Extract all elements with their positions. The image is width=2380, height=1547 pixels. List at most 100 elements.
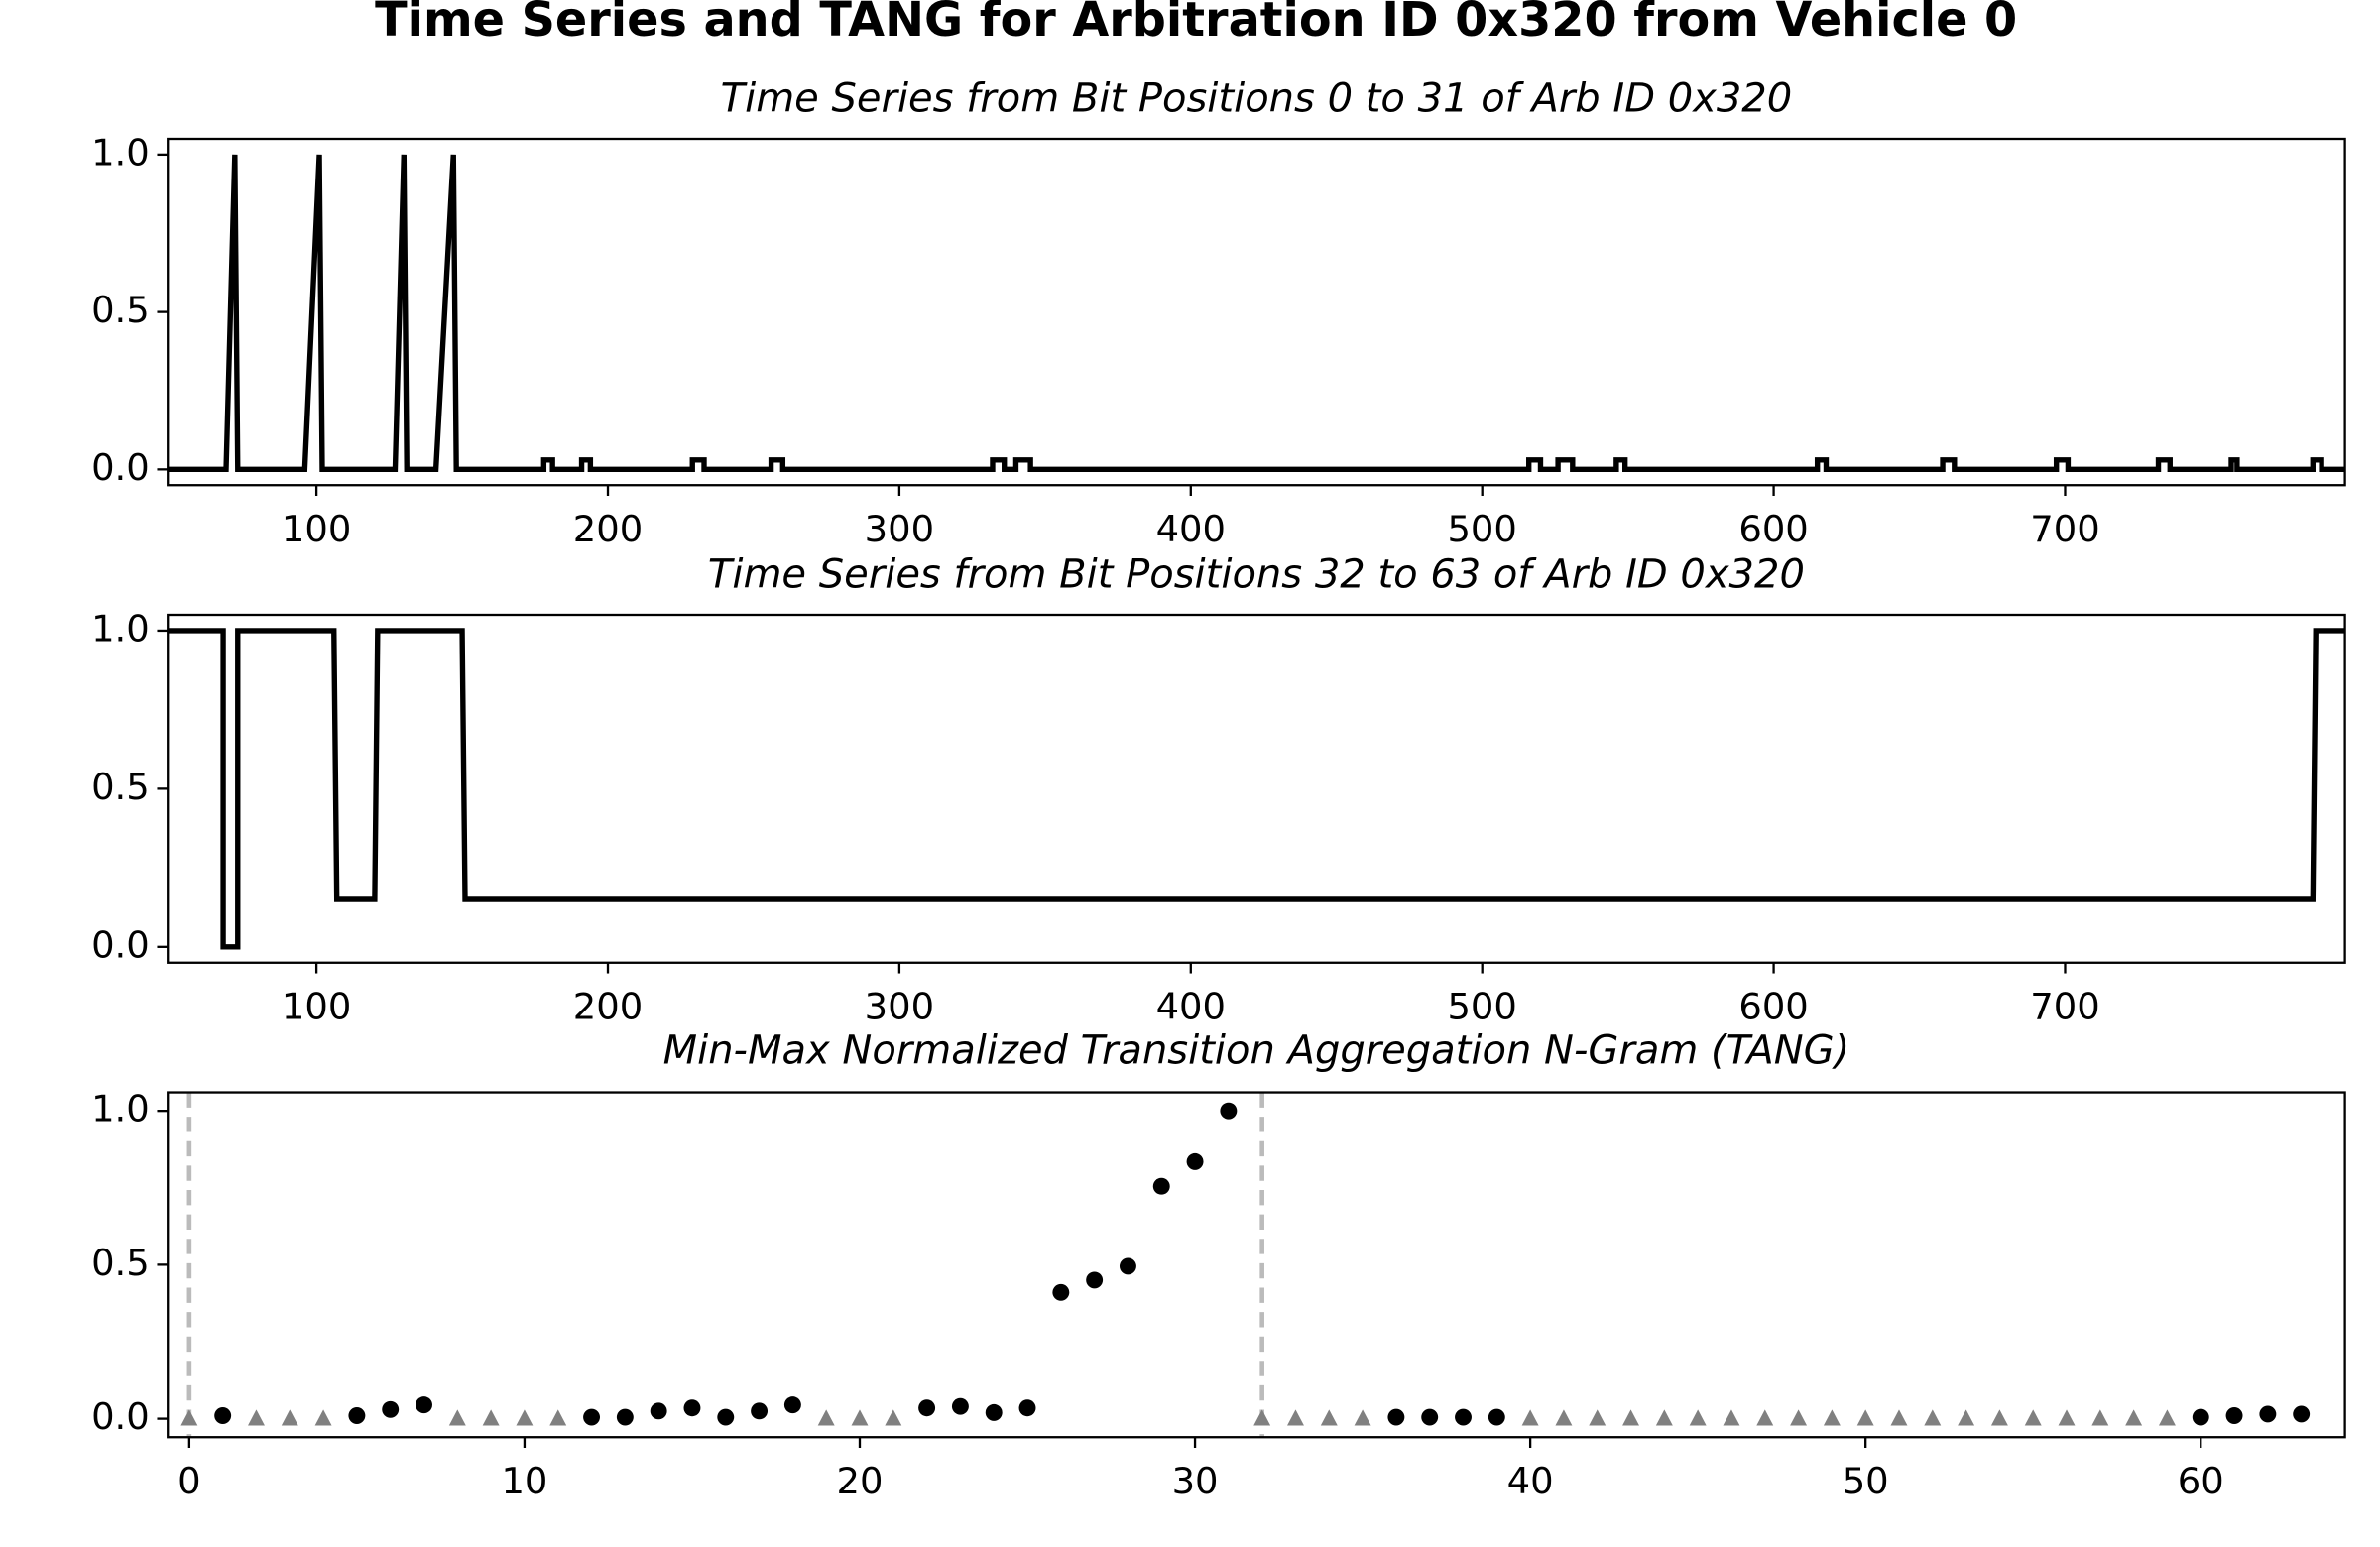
point-marker bbox=[751, 1402, 769, 1420]
x-tick-label: 50 bbox=[1843, 1460, 1889, 1502]
point-marker bbox=[482, 1409, 500, 1426]
point-marker bbox=[1354, 1409, 1371, 1426]
y-tick-label: 1.0 bbox=[91, 1088, 150, 1130]
point-marker bbox=[1890, 1409, 1908, 1426]
point-marker bbox=[180, 1409, 198, 1426]
axes-frame bbox=[167, 137, 2346, 487]
point-marker bbox=[650, 1402, 667, 1420]
x-tick-label: 500 bbox=[1447, 985, 1516, 1027]
x-tick-label: 100 bbox=[282, 985, 351, 1027]
point-marker bbox=[2024, 1409, 2042, 1426]
x-tick-label: 700 bbox=[2030, 985, 2099, 1027]
point-marker bbox=[1086, 1271, 1104, 1289]
point-marker bbox=[616, 1408, 634, 1426]
point-marker bbox=[783, 1396, 801, 1414]
point-marker bbox=[1723, 1409, 1740, 1426]
x-tick-label: 400 bbox=[1156, 508, 1226, 550]
point-marker bbox=[1186, 1152, 1204, 1170]
x-tick-label: 400 bbox=[1156, 985, 1226, 1027]
point-marker bbox=[2158, 1409, 2176, 1426]
point-marker bbox=[1320, 1409, 1338, 1426]
point-marker bbox=[885, 1409, 902, 1426]
y-tick-label: 0.5 bbox=[91, 289, 150, 331]
point-marker bbox=[1455, 1408, 1472, 1426]
point-marker bbox=[448, 1409, 466, 1426]
point-marker bbox=[382, 1400, 400, 1418]
point-marker bbox=[951, 1397, 969, 1415]
point-marker bbox=[918, 1399, 936, 1417]
x-tick-label: 200 bbox=[573, 508, 643, 550]
point-marker bbox=[314, 1409, 332, 1426]
point-marker bbox=[416, 1396, 432, 1414]
point-marker bbox=[1152, 1177, 1170, 1195]
x-tick-label: 40 bbox=[1507, 1460, 1554, 1502]
point-marker bbox=[1521, 1409, 1539, 1426]
point-marker bbox=[717, 1408, 735, 1426]
point-marker bbox=[2058, 1409, 2076, 1426]
subplot-title: Time Series from Bit Positions 0 to 31 o… bbox=[721, 76, 1793, 122]
y-tick-label: 0.5 bbox=[91, 1242, 150, 1284]
point-marker bbox=[1756, 1409, 1774, 1426]
point-marker bbox=[1421, 1408, 1439, 1426]
axes-frame bbox=[167, 613, 2346, 964]
x-tick-label: 0 bbox=[178, 1460, 200, 1502]
point-marker bbox=[985, 1403, 1003, 1421]
point-marker bbox=[1488, 1408, 1505, 1426]
point-marker bbox=[1555, 1409, 1573, 1426]
point-marker bbox=[1287, 1409, 1304, 1426]
x-tick-label: 700 bbox=[2030, 508, 2099, 550]
point-marker bbox=[1655, 1409, 1673, 1426]
x-tick-label: 20 bbox=[837, 1460, 884, 1502]
point-marker bbox=[1589, 1409, 1606, 1426]
point-marker bbox=[1689, 1409, 1707, 1426]
y-tick-label: 0.0 bbox=[91, 923, 150, 966]
point-marker bbox=[1990, 1409, 2008, 1426]
figure-title: Time Series and TANG for Arbitration ID … bbox=[375, 0, 2017, 48]
subplot-title: Min-Max Normalized Transition Aggregatio… bbox=[663, 1028, 1850, 1074]
x-tick-label: 500 bbox=[1447, 508, 1516, 550]
subplot-title: Time Series from Bit Positions 32 to 63 … bbox=[708, 552, 1805, 598]
y-tick-label: 1.0 bbox=[91, 131, 150, 174]
x-tick-label: 100 bbox=[282, 508, 351, 550]
point-marker bbox=[2259, 1405, 2277, 1423]
point-marker bbox=[1958, 1409, 1975, 1426]
point-marker bbox=[851, 1409, 869, 1426]
series-line bbox=[168, 628, 2345, 950]
axes-frame bbox=[167, 1091, 2346, 1439]
point-marker bbox=[1387, 1408, 1405, 1426]
point-marker bbox=[1052, 1283, 1070, 1301]
point-marker bbox=[281, 1409, 298, 1426]
series-line bbox=[168, 154, 2345, 473]
y-tick-label: 0.0 bbox=[91, 446, 150, 489]
x-tick-label: 30 bbox=[1172, 1460, 1219, 1502]
point-marker bbox=[2293, 1405, 2311, 1423]
point-marker bbox=[683, 1399, 701, 1417]
point-marker bbox=[1622, 1409, 1640, 1426]
point-marker bbox=[348, 1407, 366, 1424]
x-tick-label: 200 bbox=[573, 985, 643, 1027]
y-tick-label: 0.5 bbox=[91, 766, 150, 808]
point-marker bbox=[1119, 1257, 1136, 1275]
point-marker bbox=[2091, 1409, 2109, 1426]
point-marker bbox=[1018, 1399, 1036, 1417]
point-marker bbox=[1253, 1409, 1271, 1426]
x-tick-label: 300 bbox=[865, 508, 934, 550]
point-marker bbox=[2225, 1407, 2243, 1424]
point-marker bbox=[583, 1408, 601, 1426]
point-marker bbox=[2192, 1408, 2209, 1426]
x-tick-label: 300 bbox=[865, 985, 934, 1027]
point-marker bbox=[2125, 1409, 2143, 1426]
x-tick-label: 600 bbox=[1738, 508, 1808, 550]
point-marker bbox=[1790, 1409, 1808, 1426]
x-tick-label: 10 bbox=[501, 1460, 547, 1502]
point-marker bbox=[817, 1409, 835, 1426]
point-marker bbox=[549, 1409, 567, 1426]
point-marker bbox=[516, 1409, 534, 1426]
point-marker bbox=[1823, 1409, 1841, 1426]
y-tick-label: 0.0 bbox=[91, 1395, 150, 1438]
point-marker bbox=[1856, 1409, 1874, 1426]
x-tick-label: 600 bbox=[1738, 985, 1808, 1027]
